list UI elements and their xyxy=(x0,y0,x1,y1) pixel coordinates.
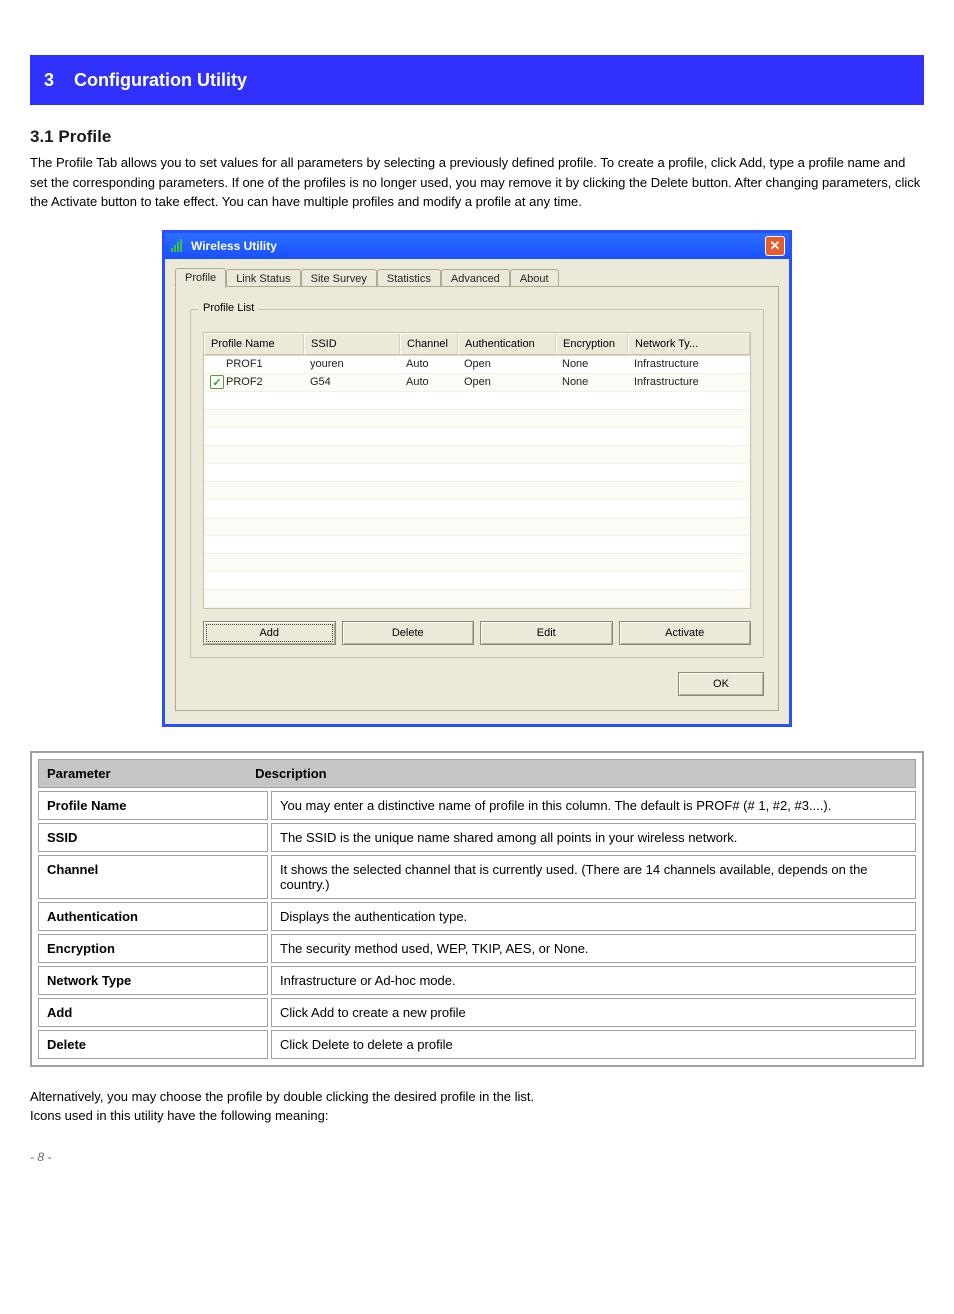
section-heading: 3.1 Profile xyxy=(30,127,924,147)
activate-button[interactable]: Activate xyxy=(619,621,752,645)
column-header[interactable]: Channel xyxy=(400,333,458,355)
param-value: The SSID is the unique name shared among… xyxy=(271,823,916,852)
tab-profile[interactable]: Profile xyxy=(175,268,226,288)
param-value: You may enter a distinctive name of prof… xyxy=(271,791,916,820)
param-row: AuthenticationDisplays the authenticatio… xyxy=(38,902,916,931)
table-cell: Auto xyxy=(400,356,458,373)
table-cell: Open xyxy=(458,356,556,373)
param-key: Network Type xyxy=(38,966,268,995)
intro-paragraph: The Profile Tab allows you to set values… xyxy=(30,153,924,212)
footer-text: Alternatively, you may choose the profil… xyxy=(30,1087,924,1126)
table-cell: ✓PROF2 xyxy=(204,374,304,391)
param-hdr-col1: Parameter xyxy=(47,766,111,781)
param-value: Infrastructure or Ad-hoc mode. xyxy=(271,966,916,995)
add-button[interactable]: Add xyxy=(203,621,336,645)
param-row: ChannelIt shows the selected channel tha… xyxy=(38,855,916,899)
chapter-number: 3 xyxy=(44,70,54,91)
table-cell: PROF1 xyxy=(204,356,304,373)
parameter-table: Parameter Description Profile NameYou ma… xyxy=(35,756,919,1062)
table-row-empty xyxy=(204,446,750,464)
table-cell: Infrastructure xyxy=(628,356,750,373)
table-cell: Infrastructure xyxy=(628,374,750,391)
param-value: The security method used, WEP, TKIP, AES… xyxy=(271,934,916,963)
param-hdr-col2: Description xyxy=(255,766,327,781)
param-value: It shows the selected channel that is cu… xyxy=(271,855,916,899)
chapter-title: Configuration Utility xyxy=(74,70,247,91)
active-check-icon: ✓ xyxy=(210,375,224,389)
chapter-banner: 3 Configuration Utility xyxy=(30,55,924,105)
table-row-empty xyxy=(204,554,750,572)
parameter-table-wrapper: Parameter Description Profile NameYou ma… xyxy=(30,751,924,1067)
wireless-utility-window: Wireless Utility ✕ ProfileLink StatusSit… xyxy=(162,230,792,727)
param-row: DeleteClick Delete to delete a profile xyxy=(38,1030,916,1059)
param-key: Profile Name xyxy=(38,791,268,820)
param-row: Network TypeInfrastructure or Ad-hoc mod… xyxy=(38,966,916,995)
param-key: SSID xyxy=(38,823,268,852)
tab-bar: ProfileLink StatusSite SurveyStatisticsA… xyxy=(175,267,779,287)
param-key: Authentication xyxy=(38,902,268,931)
column-header[interactable]: SSID xyxy=(304,333,400,355)
delete-button[interactable]: Delete xyxy=(342,621,475,645)
parameter-table-header: Parameter Description xyxy=(38,759,916,788)
section-title: Profile xyxy=(58,127,111,146)
close-icon: ✕ xyxy=(770,239,781,252)
table-row[interactable]: PROF1yourenAutoOpenNoneInfrastructure xyxy=(204,356,750,374)
profile-table: Profile NameSSIDChannelAuthenticationEnc… xyxy=(203,332,751,609)
table-row-empty xyxy=(204,536,750,554)
section-number: 3.1 xyxy=(30,127,54,146)
table-row-empty xyxy=(204,518,750,536)
table-cell: youren xyxy=(304,356,400,373)
profile-button-row: AddDeleteEditActivate xyxy=(203,621,751,645)
param-row: SSIDThe SSID is the unique name shared a… xyxy=(38,823,916,852)
table-row-empty xyxy=(204,572,750,590)
table-cell: None xyxy=(556,374,628,391)
param-value: Click Add to create a new profile xyxy=(271,998,916,1027)
close-button[interactable]: ✕ xyxy=(765,236,785,256)
page-number: - 8 - xyxy=(30,1150,924,1164)
footer-line-1: Alternatively, you may choose the profil… xyxy=(30,1087,924,1107)
signal-icon xyxy=(169,238,185,254)
footer-line-2: Icons used in this utility have the foll… xyxy=(30,1106,924,1126)
table-row[interactable]: ✓PROF2G54AutoOpenNoneInfrastructure xyxy=(204,374,750,392)
window-title: Wireless Utility xyxy=(191,239,277,253)
table-cell: Auto xyxy=(400,374,458,391)
table-row-empty xyxy=(204,428,750,446)
param-value: Click Delete to delete a profile xyxy=(271,1030,916,1059)
table-cell: None xyxy=(556,356,628,373)
window-titlebar: Wireless Utility ✕ xyxy=(165,233,789,259)
param-value: Displays the authentication type. xyxy=(271,902,916,931)
page-number-value: 8 xyxy=(37,1150,44,1164)
param-key: Add xyxy=(38,998,268,1027)
table-row-empty xyxy=(204,410,750,428)
param-row: AddClick Add to create a new profile xyxy=(38,998,916,1027)
table-cell: G54 xyxy=(304,374,400,391)
column-header[interactable]: Encryption xyxy=(556,333,628,355)
table-row-empty xyxy=(204,590,750,608)
profile-table-header: Profile NameSSIDChannelAuthenticationEnc… xyxy=(204,333,750,356)
param-key: Delete xyxy=(38,1030,268,1059)
column-header[interactable]: Network Ty... xyxy=(628,333,750,355)
table-row-empty xyxy=(204,392,750,410)
profile-tab-panel: Profile List Profile NameSSIDChannelAuth… xyxy=(175,286,779,711)
param-row: EncryptionThe security method used, WEP,… xyxy=(38,934,916,963)
column-header[interactable]: Profile Name xyxy=(204,333,304,355)
profile-list-group: Profile List Profile NameSSIDChannelAuth… xyxy=(190,309,764,658)
ok-button[interactable]: OK xyxy=(678,672,764,696)
edit-button[interactable]: Edit xyxy=(480,621,613,645)
table-cell: Open xyxy=(458,374,556,391)
table-row-empty xyxy=(204,500,750,518)
param-key: Encryption xyxy=(38,934,268,963)
table-row-empty xyxy=(204,464,750,482)
table-row-empty xyxy=(204,482,750,500)
param-key: Channel xyxy=(38,855,268,899)
param-row: Profile NameYou may enter a distinctive … xyxy=(38,791,916,820)
group-legend: Profile List xyxy=(199,302,258,314)
column-header[interactable]: Authentication xyxy=(458,333,556,355)
